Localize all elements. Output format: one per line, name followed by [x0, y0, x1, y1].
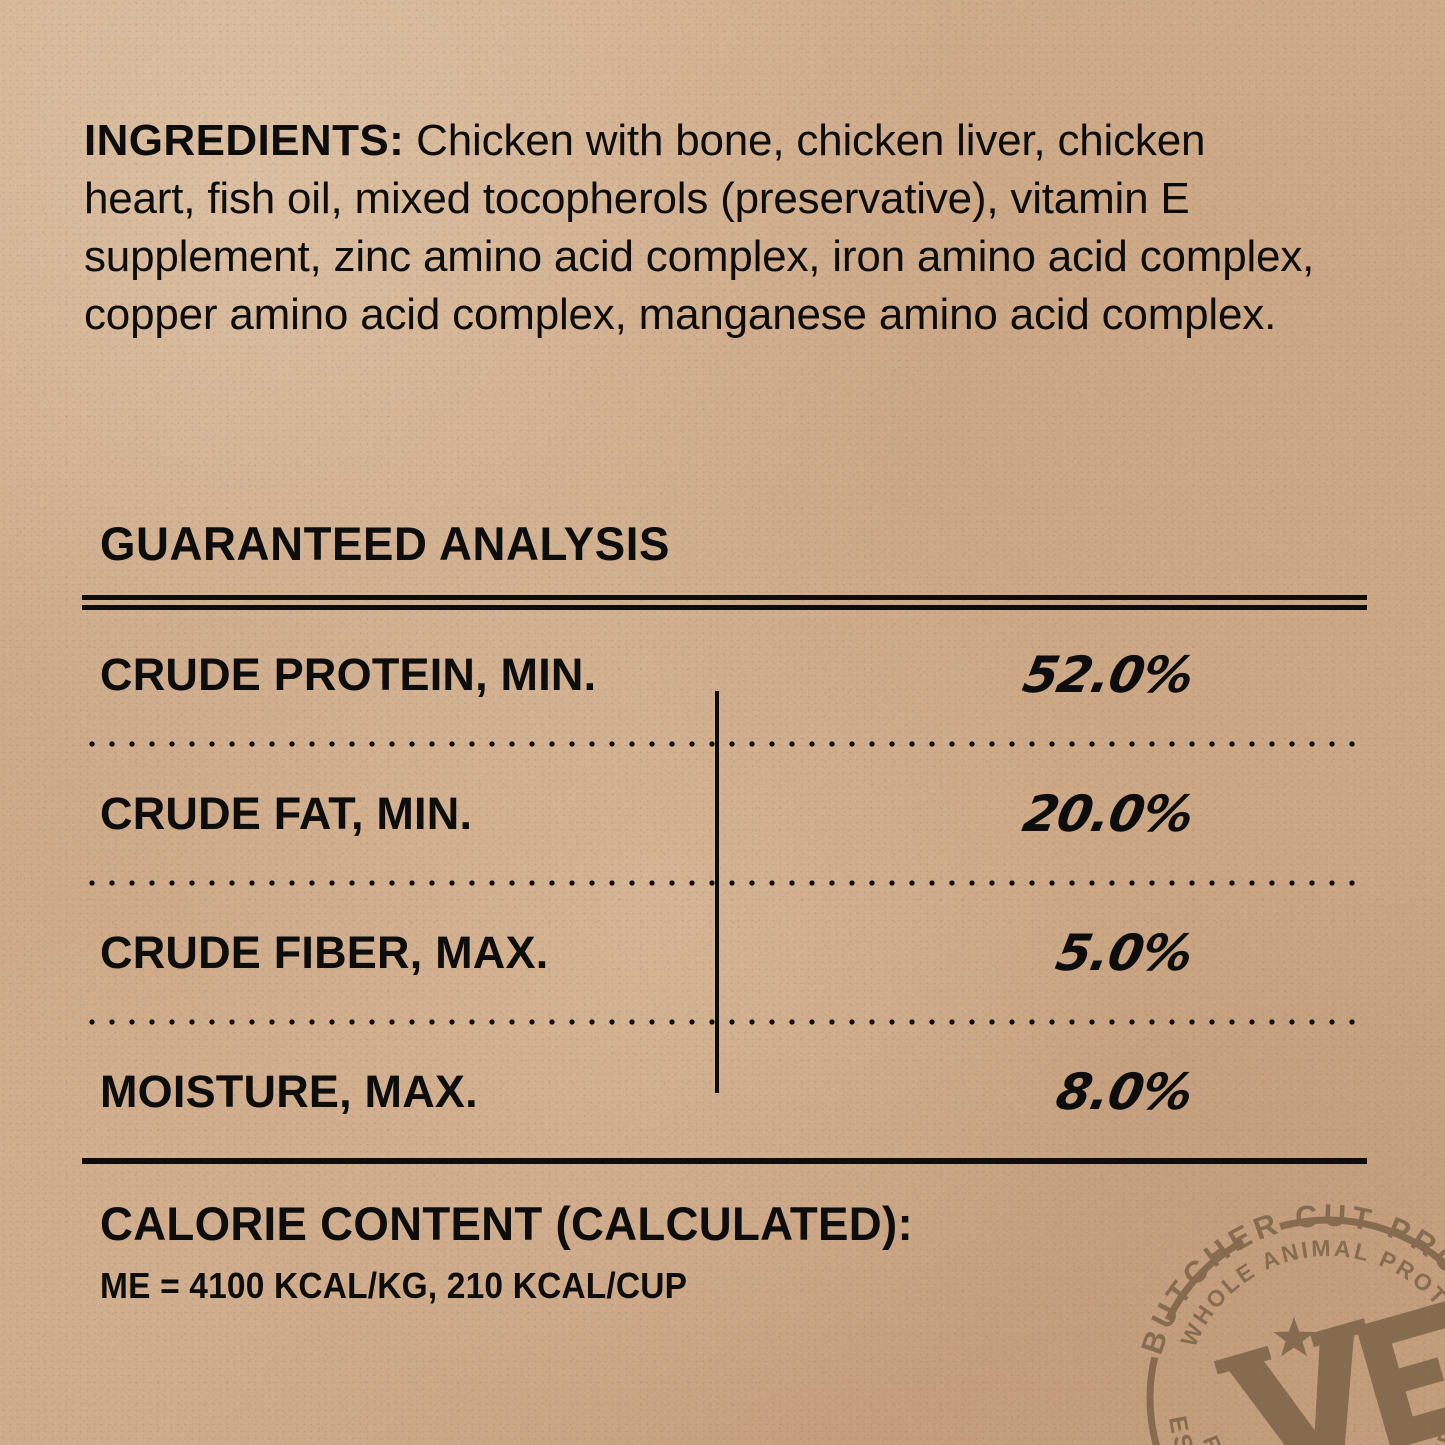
nutrient-label: CRUDE FAT, MIN.	[100, 787, 473, 839]
stamp-lower-left-text: ROTEIN	[1198, 1432, 1275, 1445]
table-row-divider	[82, 1019, 1367, 1025]
nutrient-label: MOISTURE, MAX.	[100, 1065, 478, 1117]
nutrient-value: 20.0%	[1017, 784, 1198, 843]
ingredients-heading: INGREDIENTS:	[84, 116, 405, 165]
table-vertical-divider	[715, 691, 719, 1093]
stamp-outer-text: BUTCHER CUT PROTEIN	[1134, 1198, 1445, 1359]
guaranteed-analysis-title: GUARANTEED ANALYSIS	[100, 517, 671, 570]
table-row: MOISTURE, MAX. 8.0%	[82, 1025, 1367, 1158]
nutrient-value: 8.0%	[1051, 1062, 1198, 1121]
nutrient-value: 5.0%	[1051, 923, 1198, 982]
stamp-outer-ring	[1146, 1216, 1445, 1445]
stamp-lower-right-text: ROMISE	[1386, 1424, 1445, 1445]
calorie-content-detail: ME = 4100 KCAL/KG, 210 KCAL/CUP	[100, 1265, 688, 1306]
nutrient-value: 52.0%	[1017, 645, 1198, 704]
stamp-estd-text: ESTD.	[1163, 1414, 1222, 1445]
guaranteed-analysis-top-double-rule	[82, 595, 1367, 610]
stamp-inner-text: WHOLE ANIMAL PROTEIN	[1175, 1235, 1445, 1351]
ingredients-paragraph: INGREDIENTS: Chicken with bone, chicken …	[84, 112, 1324, 344]
stamp-monogram-ve	[1213, 1301, 1445, 1445]
stamp-star-top-icon	[1273, 1317, 1315, 1357]
nutrient-label: CRUDE PROTEIN, MIN.	[100, 648, 597, 700]
calorie-content-title: CALORIE CONTENT (CALCULATED):	[100, 1197, 913, 1250]
ingredients-text: Chicken with bone, chicken liver, chicke…	[84, 116, 1315, 339]
guaranteed-analysis-section: GUARANTEED ANALYSIS CRUDE PROTEIN, MIN. …	[82, 516, 1367, 1164]
calorie-content-section: CALORIE CONTENT (CALCULATED): ME = 4100 …	[100, 1196, 1100, 1307]
guaranteed-analysis-table: CRUDE PROTEIN, MIN. 52.0% CRUDE FAT, MIN…	[82, 608, 1367, 1158]
table-row: CRUDE FAT, MIN. 20.0%	[82, 747, 1367, 880]
table-row: CRUDE FIBER, MAX. 5.0%	[82, 886, 1367, 1019]
table-row-divider	[82, 741, 1367, 747]
table-row-divider	[82, 880, 1367, 886]
table-row: CRUDE PROTEIN, MIN. 52.0%	[82, 608, 1367, 741]
guaranteed-analysis-bottom-rule	[82, 1158, 1367, 1164]
nutrient-label: CRUDE FIBER, MAX.	[100, 926, 549, 978]
butcher-cut-protein-stamp-icon: BUTCHER CUT PROTEIN WHOLE ANIMAL PROTEIN…	[1118, 1188, 1445, 1445]
